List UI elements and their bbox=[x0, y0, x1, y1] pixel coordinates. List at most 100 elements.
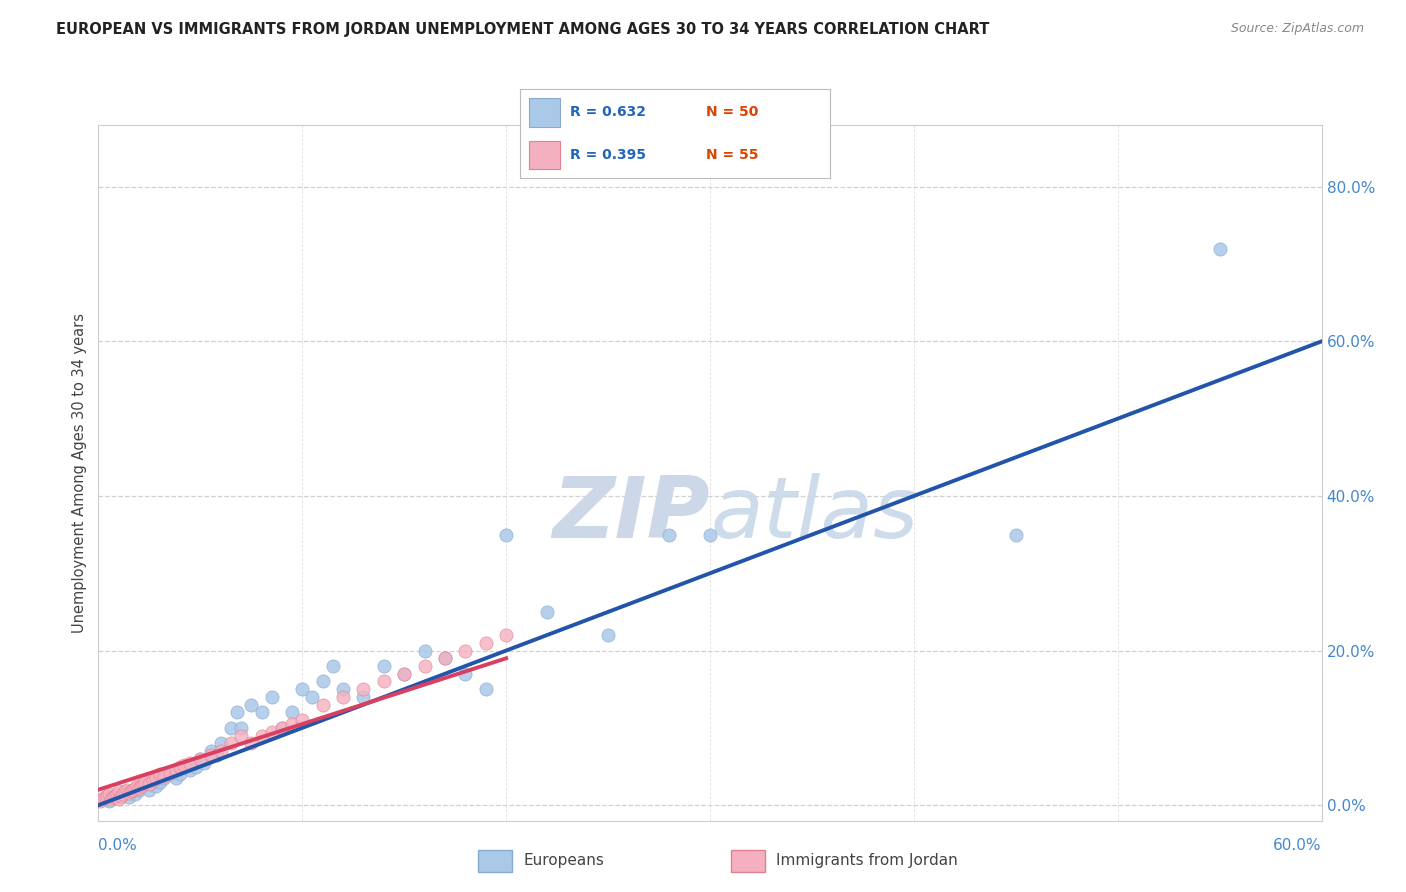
Point bbox=[132, 779, 155, 793]
Point bbox=[200, 744, 222, 758]
Point bbox=[104, 789, 127, 803]
Point bbox=[134, 775, 156, 789]
Text: N = 50: N = 50 bbox=[706, 105, 758, 120]
Point bbox=[231, 729, 253, 743]
Point bbox=[474, 636, 498, 650]
Text: R = 0.632: R = 0.632 bbox=[569, 105, 645, 120]
Point bbox=[100, 792, 122, 806]
Point bbox=[120, 784, 142, 798]
Point bbox=[188, 752, 212, 766]
Point bbox=[165, 771, 187, 785]
Text: 60.0%: 60.0% bbox=[1274, 838, 1322, 854]
Point bbox=[658, 527, 681, 541]
Text: EUROPEAN VS IMMIGRANTS FROM JORDAN UNEMPLOYMENT AMONG AGES 30 TO 34 YEARS CORREL: EUROPEAN VS IMMIGRANTS FROM JORDAN UNEMP… bbox=[56, 22, 990, 37]
Point bbox=[281, 706, 304, 720]
Point bbox=[149, 775, 172, 789]
Point bbox=[145, 779, 167, 793]
Text: R = 0.395: R = 0.395 bbox=[569, 148, 645, 162]
Point bbox=[142, 773, 165, 788]
Point bbox=[169, 759, 191, 773]
Point bbox=[114, 784, 136, 798]
Point bbox=[352, 682, 374, 697]
Point bbox=[413, 643, 436, 657]
Point bbox=[97, 787, 120, 801]
Bar bbox=[731, 849, 765, 872]
Point bbox=[193, 756, 215, 770]
Point bbox=[138, 775, 160, 789]
Point bbox=[434, 651, 457, 665]
Point bbox=[209, 736, 232, 750]
Point bbox=[209, 744, 232, 758]
Point bbox=[434, 651, 457, 665]
Point bbox=[91, 792, 114, 806]
Point bbox=[260, 724, 283, 739]
Point bbox=[179, 764, 201, 778]
Bar bbox=[478, 849, 512, 872]
Point bbox=[454, 666, 477, 681]
Point bbox=[219, 736, 242, 750]
Point bbox=[291, 713, 314, 727]
Point bbox=[152, 771, 174, 785]
Point bbox=[132, 776, 155, 790]
Text: Immigrants from Jordan: Immigrants from Jordan bbox=[776, 854, 957, 868]
Point bbox=[127, 779, 149, 793]
Point bbox=[291, 682, 314, 697]
Point bbox=[352, 690, 374, 704]
Point bbox=[270, 721, 294, 735]
Point bbox=[186, 759, 208, 773]
Point bbox=[200, 747, 222, 762]
Point bbox=[598, 628, 620, 642]
Point bbox=[110, 789, 132, 803]
Point bbox=[240, 698, 263, 712]
Point bbox=[111, 787, 134, 801]
Point bbox=[231, 721, 253, 735]
Point bbox=[173, 759, 195, 773]
Point bbox=[169, 767, 191, 781]
Point bbox=[128, 782, 150, 797]
Point bbox=[495, 628, 517, 642]
Point bbox=[281, 717, 304, 731]
Point bbox=[312, 698, 335, 712]
Point bbox=[312, 674, 335, 689]
Text: N = 55: N = 55 bbox=[706, 148, 758, 162]
Point bbox=[101, 790, 124, 805]
Point bbox=[97, 794, 120, 808]
Point bbox=[111, 787, 134, 801]
Point bbox=[301, 690, 323, 704]
Point bbox=[392, 666, 416, 681]
Point bbox=[165, 764, 187, 778]
Bar bbox=[530, 98, 561, 127]
Point bbox=[108, 784, 131, 798]
Point bbox=[108, 792, 131, 806]
Point bbox=[124, 781, 146, 796]
Point bbox=[152, 769, 174, 783]
Point bbox=[93, 790, 115, 805]
Point bbox=[124, 787, 146, 801]
Point bbox=[145, 771, 167, 785]
Point bbox=[173, 758, 195, 772]
Point bbox=[474, 682, 498, 697]
Point bbox=[118, 786, 141, 800]
Point bbox=[699, 527, 721, 541]
Point bbox=[159, 765, 181, 780]
Point bbox=[188, 752, 212, 766]
Point bbox=[96, 789, 118, 803]
Point bbox=[240, 736, 263, 750]
Text: Europeans: Europeans bbox=[523, 854, 605, 868]
Point bbox=[413, 659, 436, 673]
Point bbox=[115, 782, 138, 797]
Point bbox=[122, 782, 145, 797]
Point bbox=[250, 729, 273, 743]
Point bbox=[495, 527, 517, 541]
Point bbox=[332, 690, 354, 704]
Point bbox=[138, 776, 160, 790]
Point bbox=[179, 756, 201, 770]
Point bbox=[332, 682, 354, 697]
Text: ZIP: ZIP bbox=[553, 473, 710, 556]
Point bbox=[226, 706, 249, 720]
Point bbox=[260, 690, 283, 704]
Point bbox=[270, 721, 294, 735]
Point bbox=[149, 767, 172, 781]
Point bbox=[250, 706, 273, 720]
Point bbox=[118, 790, 141, 805]
